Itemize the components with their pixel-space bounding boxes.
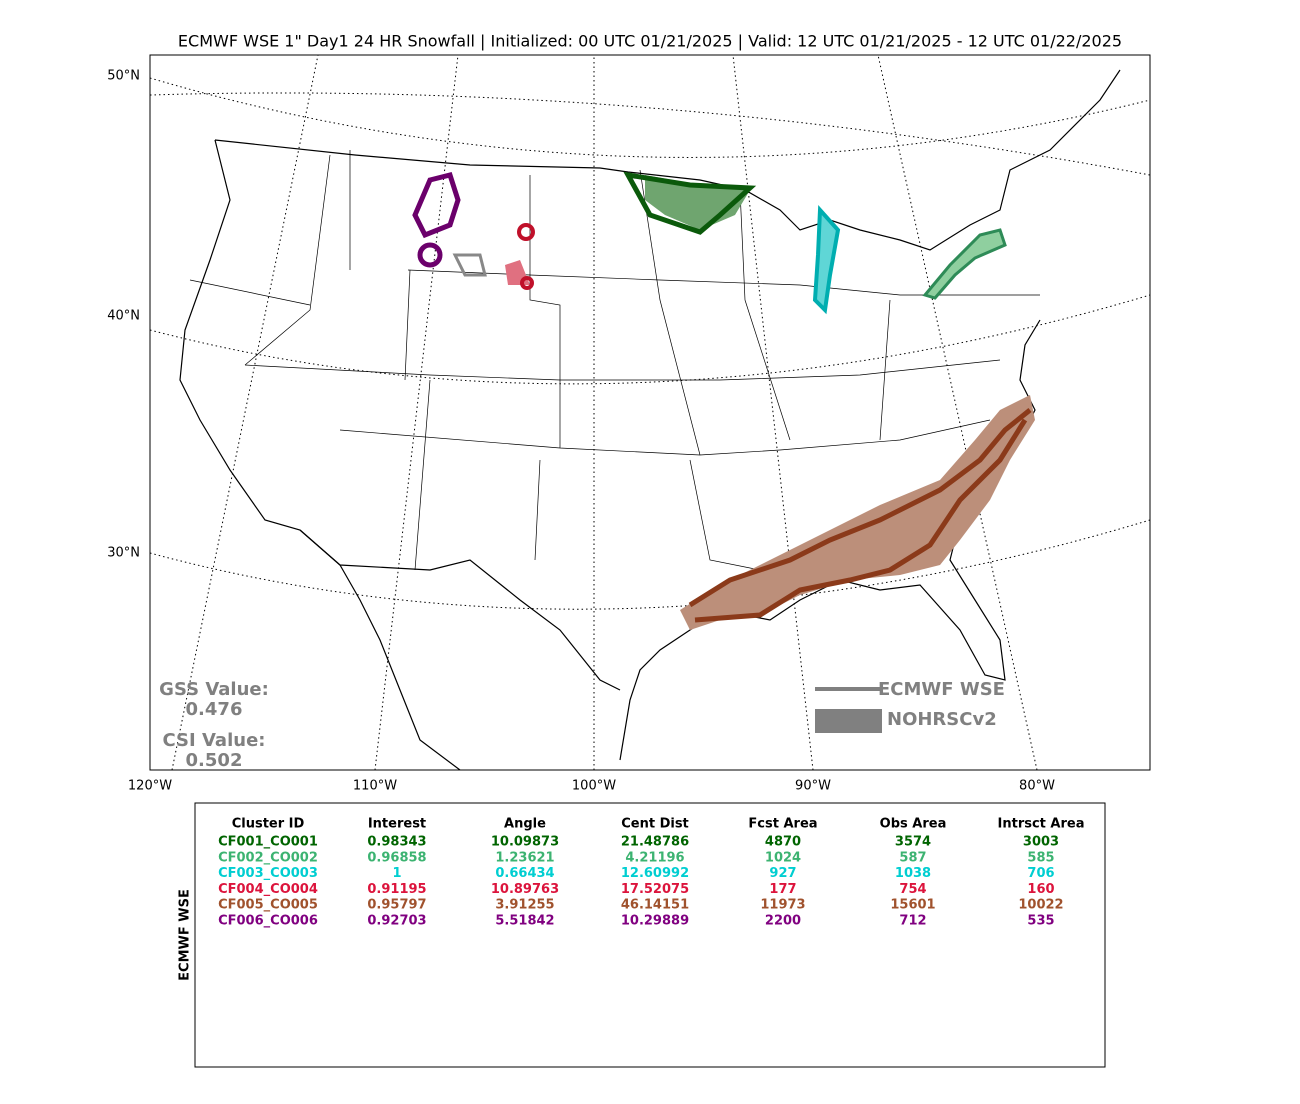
table-cell: 17.52075 [621, 882, 689, 897]
table-cell: 0.91195 [367, 882, 426, 897]
table-cell: 10022 [1018, 898, 1063, 913]
meridian [171, 55, 319, 770]
table-header: Interest [368, 817, 426, 832]
table-cell: CF002_CO002 [218, 850, 318, 865]
lat-label: 40°N [107, 309, 140, 324]
table-cell: CF003_CO003 [218, 866, 318, 881]
table-cell: CF004_CO004 [218, 882, 318, 897]
lon-label: 80°W [1019, 779, 1055, 794]
score-value: 0.476 [186, 699, 243, 720]
table-cell: 5.51842 [495, 914, 554, 929]
table-cell: 12.60992 [621, 866, 689, 881]
lon-label: 120°W [128, 779, 172, 794]
table-cell: 587 [899, 850, 926, 865]
score-label: CSI Value: [163, 730, 266, 751]
state-line [244, 154, 891, 456]
table-cell: CF006_CO006 [218, 914, 318, 929]
legend-label: ECMWF WSE [878, 679, 1005, 700]
coastline [179, 139, 461, 770]
table-cell: 706 [1027, 866, 1054, 881]
state-line [189, 150, 761, 571]
table-cell: 1038 [895, 866, 931, 881]
axis-labels: 50°N 40°N 30°N 120°W 110°W 100°W 90°W 80°W [107, 69, 1055, 794]
table-cell: 1 [392, 866, 401, 881]
table-cell: 160 [1027, 882, 1054, 897]
forecast-outline [412, 172, 461, 239]
table-cell: 754 [899, 882, 926, 897]
table-header: Obs Area [880, 817, 947, 832]
table-cell: 0.96858 [367, 850, 426, 865]
table-cell: 585 [1027, 850, 1054, 865]
forecast-outline [623, 171, 757, 235]
forecast-outline [517, 223, 535, 241]
forecast-outline [922, 228, 1007, 300]
forecast-outline [688, 408, 1032, 623]
table-cell: 1024 [765, 850, 801, 865]
score-label: GSS Value: [159, 679, 269, 700]
table-cell: 0.95797 [367, 898, 426, 913]
observed-area [680, 395, 1035, 630]
table-cell: 0.92703 [367, 914, 426, 929]
score-value: 0.502 [186, 750, 243, 771]
meridian [877, 55, 1038, 770]
table-header: Cluster ID [232, 817, 305, 832]
parallel [150, 92, 1150, 176]
forecast-outline [417, 242, 443, 268]
table-cell: 535 [1027, 914, 1054, 929]
table-cell: CF005_CO005 [218, 898, 318, 913]
lat-label: 30°N [107, 546, 140, 561]
table-cell: 927 [769, 866, 796, 881]
table-frame [194, 802, 1106, 1068]
forecast-outline [520, 276, 534, 290]
map-frame [149, 54, 1151, 771]
lon-label: 110°W [353, 779, 397, 794]
table-cell: 3.91255 [495, 898, 554, 913]
table-cell: 2200 [765, 914, 801, 929]
table-cell: 15601 [890, 898, 935, 913]
table-cell: 712 [899, 914, 926, 929]
forecast-outline [812, 205, 841, 315]
table-header: Fcst Area [748, 817, 817, 832]
title: ECMWF WSE 1" Day1 24 HR Snowfall | Initi… [178, 32, 1122, 51]
table-cell: 1.23621 [495, 850, 554, 865]
lat-label: 50°N [107, 69, 140, 84]
table-cell: 3574 [895, 835, 931, 850]
table-cell: 3003 [1023, 835, 1059, 850]
table-cell: 46.14151 [621, 898, 689, 913]
table-cell: 0.98343 [367, 835, 426, 850]
forecast-outline [452, 253, 487, 277]
table-cell: 10.89763 [491, 882, 559, 897]
table-header: Cent Dist [621, 817, 689, 832]
state-line [339, 419, 991, 456]
table-cell: 21.48786 [621, 835, 689, 850]
table-cell: 10.29889 [621, 914, 689, 929]
table-header: Intrsct Area [998, 817, 1085, 832]
lon-label: 90°W [795, 779, 831, 794]
table-cell: CF001_CO001 [218, 835, 318, 850]
table-side-label: ECMWF WSE [178, 889, 193, 981]
table: Cluster ID Interest Angle Cent Dist Fcst Are… [218, 817, 1084, 929]
meridian [732, 55, 814, 770]
table-cell: 4870 [765, 835, 801, 850]
table-header: Angle [504, 817, 546, 832]
lon-label: 100°W [572, 779, 616, 794]
border [299, 529, 621, 691]
table-cell: 10.09873 [491, 835, 559, 850]
table-cell: 0.66434 [495, 866, 554, 881]
map: ECMWF WSE NOHRSCv2 GSS Value: 0.476 CSI … [149, 54, 1151, 771]
table-cell: 4.21196 [625, 850, 684, 865]
table-cell: 177 [769, 882, 796, 897]
table-cell: 11973 [760, 898, 805, 913]
legend-swatch [815, 709, 882, 733]
state-line [244, 359, 1001, 381]
legend-label: NOHRSCv2 [887, 709, 997, 730]
